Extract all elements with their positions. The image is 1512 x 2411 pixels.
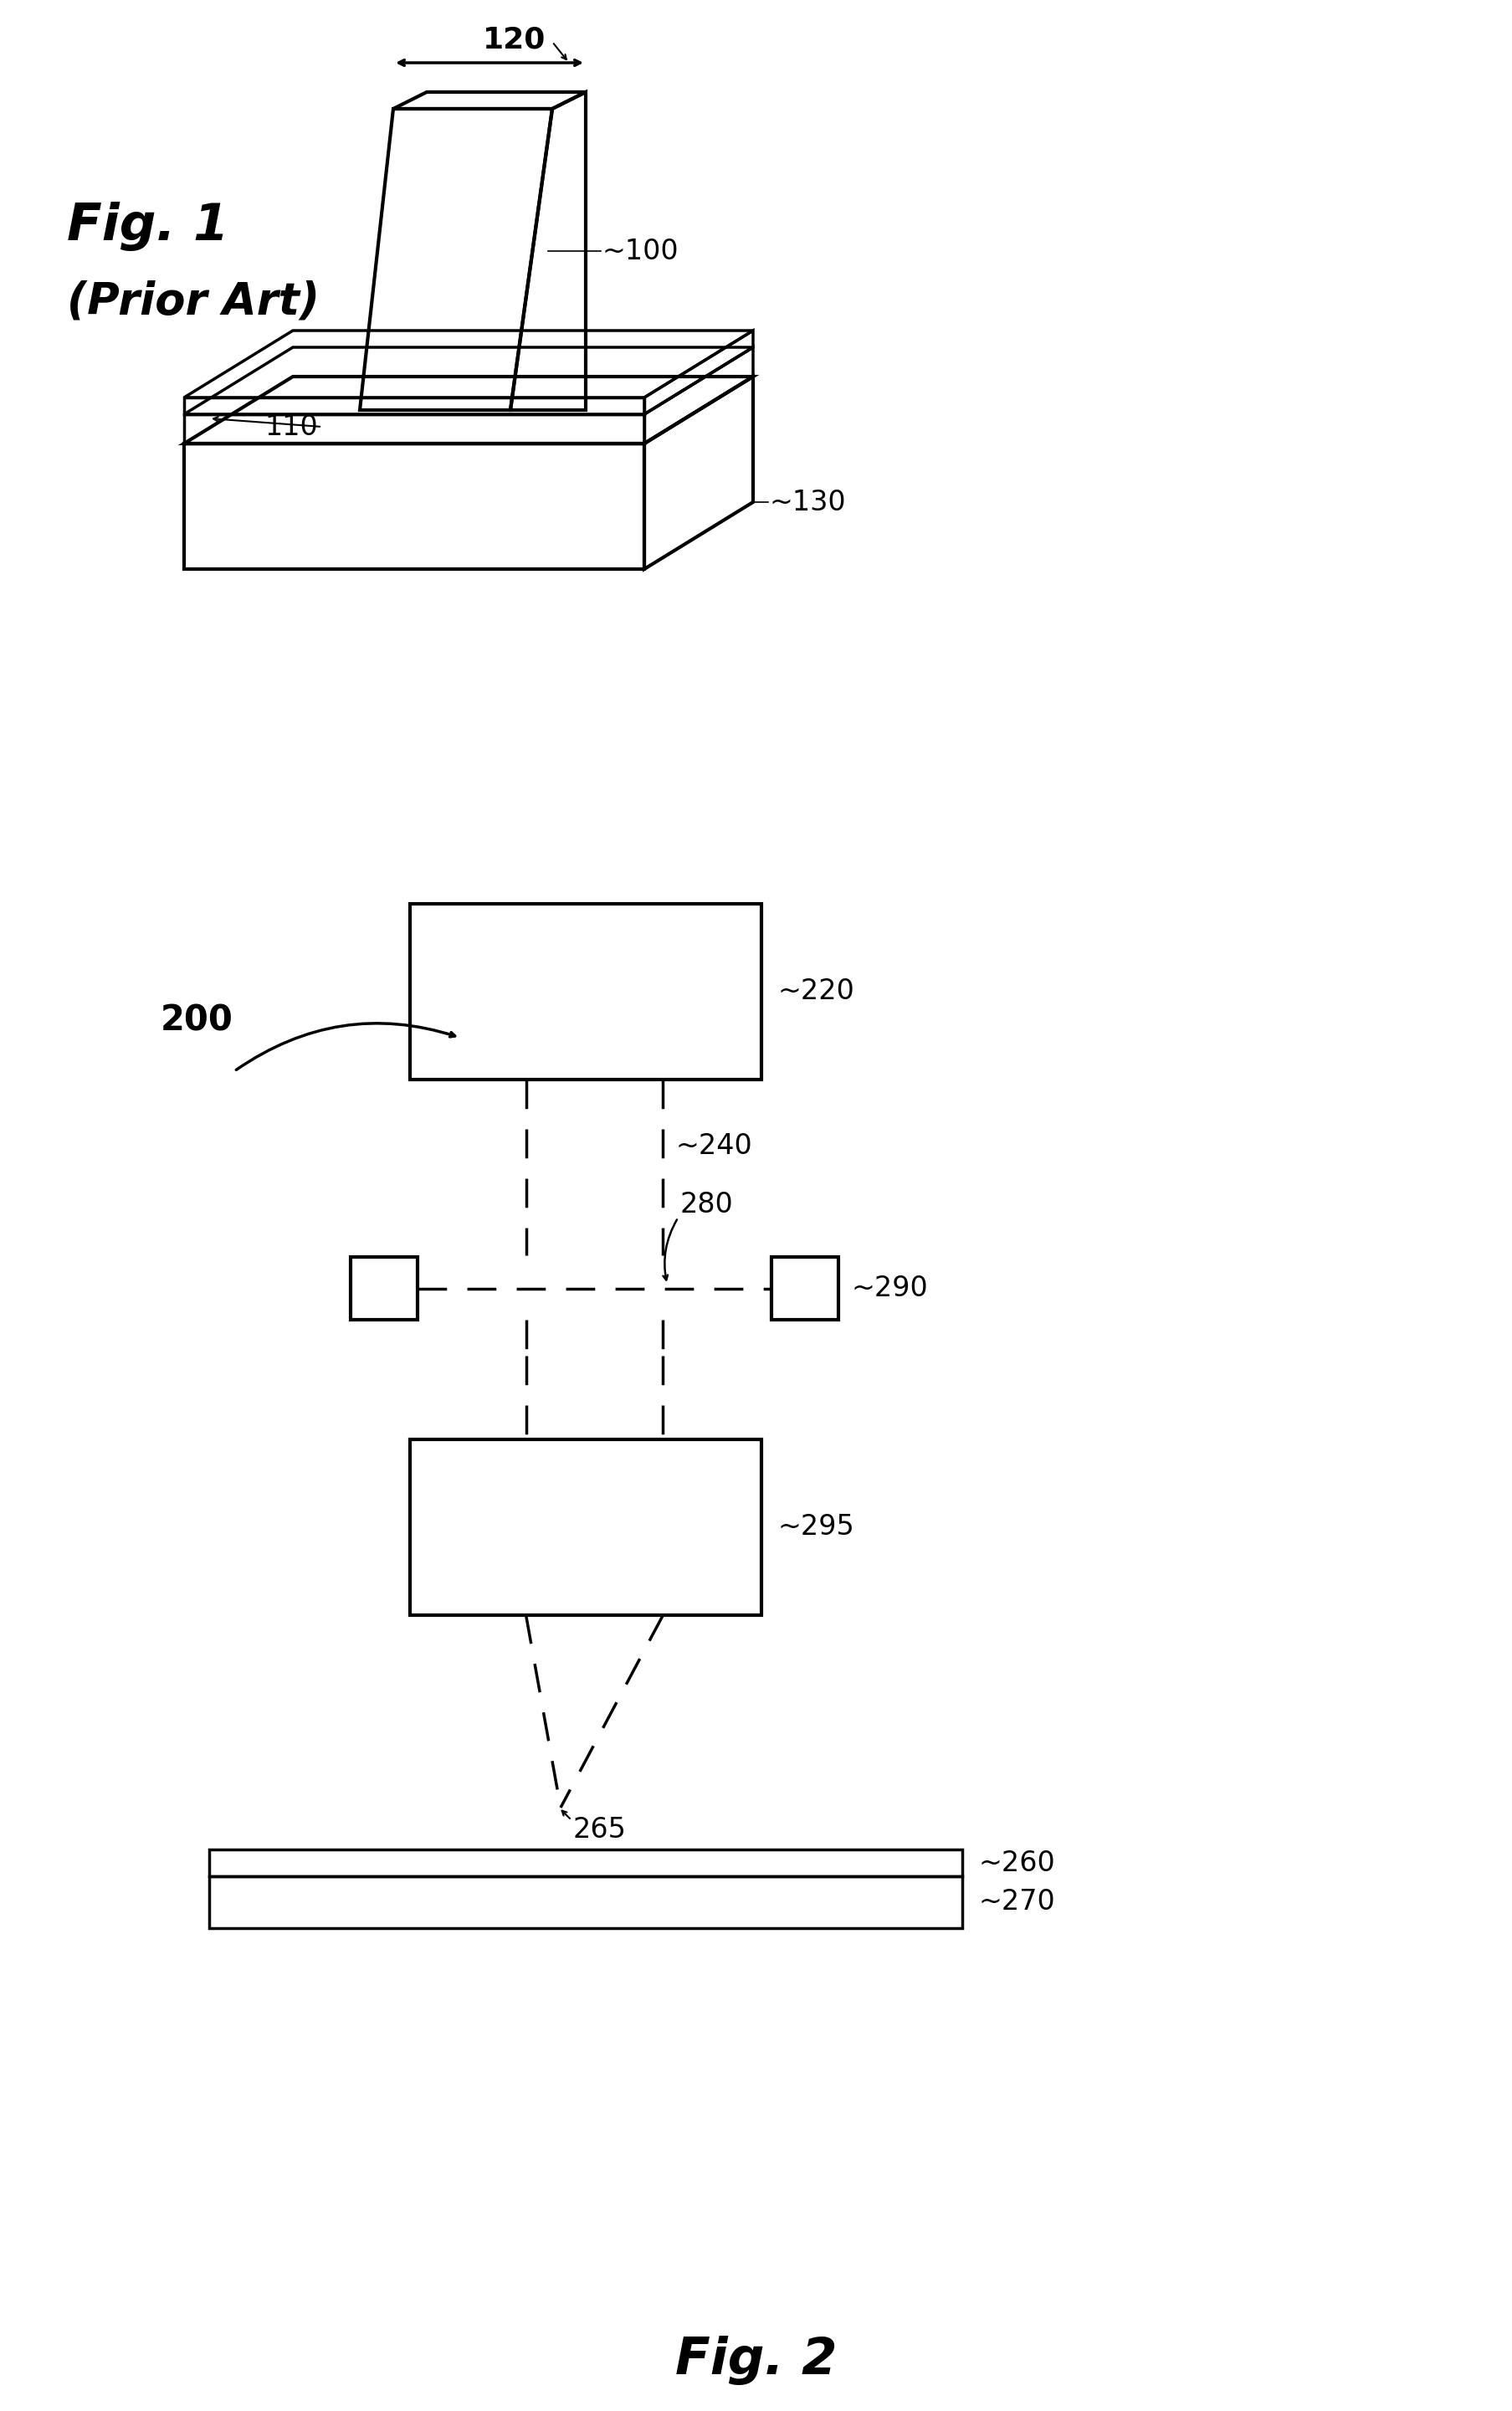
Bar — [410, 904, 761, 1080]
Text: 110: 110 — [265, 412, 318, 441]
Bar — [771, 1256, 838, 1319]
Text: ~295: ~295 — [777, 1514, 854, 1541]
Text: Fig. 2: Fig. 2 — [674, 2336, 838, 2384]
Text: Fig. 1: Fig. 1 — [67, 200, 228, 251]
Text: 200: 200 — [160, 1003, 233, 1039]
Bar — [209, 1876, 962, 1929]
Text: ~100: ~100 — [602, 236, 679, 265]
Text: ~220: ~220 — [777, 979, 854, 1005]
Text: ~240: ~240 — [676, 1133, 751, 1160]
Text: ~130: ~130 — [770, 489, 847, 516]
Text: ~270: ~270 — [978, 1888, 1055, 1917]
Text: 120: 120 — [482, 27, 546, 55]
Text: ~290: ~290 — [851, 1275, 927, 1302]
Text: 265: 265 — [573, 1815, 626, 1844]
Bar — [351, 1256, 417, 1319]
Bar — [410, 1439, 761, 1615]
Text: (Prior Art): (Prior Art) — [67, 280, 319, 323]
Bar — [209, 1849, 962, 1876]
Text: ~260: ~260 — [978, 1849, 1055, 1876]
Text: 280: 280 — [679, 1191, 733, 1220]
